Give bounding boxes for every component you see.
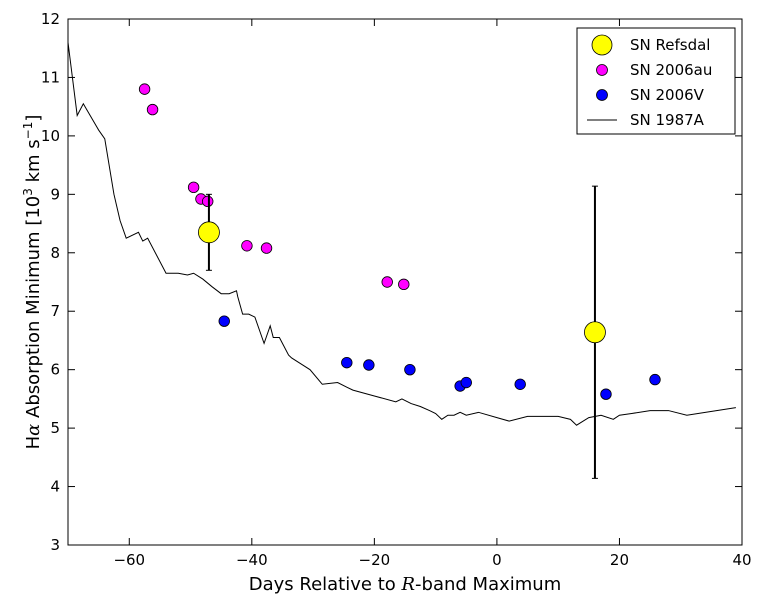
point-sn-refsdal	[198, 221, 220, 244]
series-layer	[68, 42, 736, 479]
x-axis-label: Days Relative to R-band Maximum	[249, 574, 562, 595]
point-sn-2006au	[260, 242, 273, 254]
x-tick-label: 40	[732, 551, 751, 569]
y-tick-label: 11	[41, 68, 60, 86]
legend: SN Refsdal SN 2006au SN 2006V SN 1987A	[576, 27, 736, 135]
point-sn-refsdal	[584, 321, 606, 344]
point-sn-2006v	[218, 315, 230, 327]
y-tick-label: 6	[50, 361, 60, 379]
y-tick-label: 12	[41, 10, 60, 28]
legend-marker-2006au	[596, 64, 608, 76]
point-sn-2006au	[138, 83, 151, 95]
point-sn-2006v	[404, 363, 416, 376]
legend-marker-refsdal	[591, 34, 613, 56]
y-axis-label: Hα Absorption Minimum [103 km s−1]	[21, 115, 44, 450]
point-sn-2006au	[241, 240, 253, 252]
y-tick-label: 8	[50, 244, 60, 262]
point-sn-2006v	[460, 376, 472, 389]
y-tick-label: 9	[50, 185, 60, 203]
point-sn-2006v	[649, 373, 661, 386]
legend-label-2006au: SN 2006au	[630, 61, 712, 79]
x-tick-label: −40	[236, 551, 268, 569]
point-sn-2006au	[381, 276, 393, 288]
point-sn-2006v	[341, 356, 353, 369]
point-sn-2006au	[398, 278, 410, 291]
point-sn-2006au	[187, 181, 200, 194]
x-tick-label: 0	[492, 551, 502, 569]
y-tick-label: 4	[50, 478, 60, 496]
point-sn-2006au	[202, 195, 214, 208]
y-tick-label: 10	[41, 127, 60, 145]
y-tick-label: 7	[50, 302, 60, 320]
legend-label-refsdal: SN Refsdal	[630, 36, 710, 54]
tick-labels: −60 −40 −20 0 20 40 3 4 5 6 7 8 9 10 11 12	[41, 10, 752, 569]
point-sn-2006v	[514, 378, 526, 390]
point-sn-2006v	[600, 388, 612, 400]
legend-marker-2006v	[596, 89, 608, 101]
y-tick-label: 3	[50, 536, 60, 554]
x-tick-label: 20	[610, 551, 629, 569]
x-tick-label: −20	[359, 551, 391, 569]
plot-frame	[67, 18, 743, 546]
x-tick-label: −60	[113, 551, 145, 569]
point-sn-2006v	[363, 359, 375, 371]
legend-label-2006v: SN 2006V	[630, 86, 705, 104]
y-tick-label: 5	[50, 419, 60, 437]
point-sn-2006au	[146, 103, 159, 116]
series-line-sn-1987a	[68, 42, 736, 426]
legend-label-1987a: SN 1987A	[630, 111, 705, 129]
